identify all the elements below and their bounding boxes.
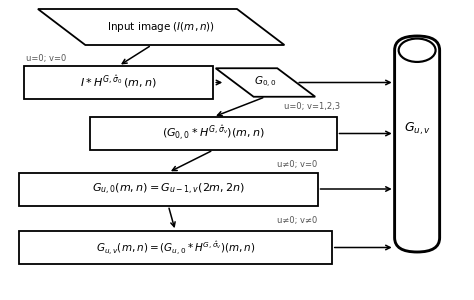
- Ellipse shape: [399, 39, 436, 62]
- Text: u≠0; v≠0: u≠0; v≠0: [277, 217, 318, 226]
- FancyBboxPatch shape: [90, 117, 337, 150]
- Polygon shape: [38, 9, 284, 45]
- Text: $G_{0,0}$: $G_{0,0}$: [254, 75, 277, 90]
- FancyBboxPatch shape: [19, 231, 332, 264]
- Text: u=0; v=0: u=0; v=0: [26, 55, 66, 64]
- Text: Input image ($I(m,n)$): Input image ($I(m,n)$): [107, 20, 215, 34]
- FancyBboxPatch shape: [24, 66, 213, 99]
- Text: $G_{u,v}(m,n) = (G_{u,0} * H^{G,\hat{\sigma}_v})(m,n)$: $G_{u,v}(m,n) = (G_{u,0} * H^{G,\hat{\si…: [96, 238, 255, 257]
- Text: u=0; v=1,2,3: u=0; v=1,2,3: [284, 103, 340, 112]
- Text: $G_{u,0}(m,n) = G_{u-1,v}(2m,2n)$: $G_{u,0}(m,n) = G_{u-1,v}(2m,2n)$: [92, 182, 245, 196]
- Polygon shape: [216, 68, 315, 97]
- Text: $I * H^{G,\hat{\sigma}_0}\,(m,n)$: $I * H^{G,\hat{\sigma}_0}\,(m,n)$: [80, 74, 157, 91]
- FancyBboxPatch shape: [19, 172, 318, 206]
- Text: u≠0; v=0: u≠0; v=0: [277, 160, 318, 169]
- Text: $(G_{0,0} * H^{G,\hat{\sigma}_v})(m,n)$: $(G_{0,0} * H^{G,\hat{\sigma}_v})(m,n)$: [162, 124, 264, 143]
- Text: $G_{u,v}$: $G_{u,v}$: [404, 121, 430, 137]
- FancyBboxPatch shape: [394, 36, 439, 252]
